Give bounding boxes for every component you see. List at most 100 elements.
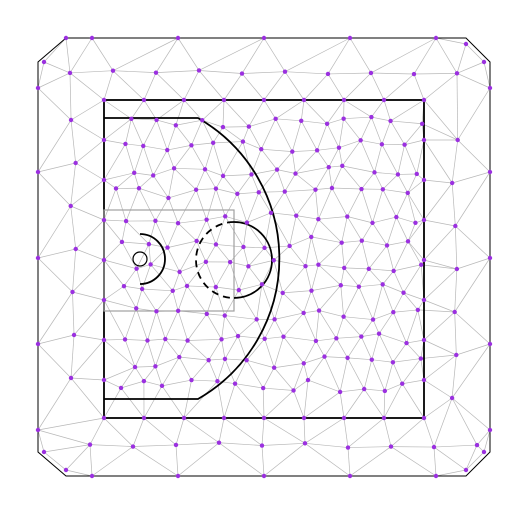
mesh-edge: [275, 118, 302, 122]
mesh-node: [388, 444, 394, 449]
mesh-edge: [73, 334, 105, 341]
mesh-edge: [295, 173, 316, 190]
mesh-node: [400, 381, 405, 386]
mesh-node: [433, 473, 439, 479]
mesh-node: [316, 308, 322, 313]
mesh-edge: [324, 356, 341, 393]
mesh-edge: [205, 244, 217, 263]
mesh-node: [347, 473, 353, 479]
mesh-edge: [336, 336, 362, 339]
mesh-edge: [179, 240, 197, 273]
mesh-node: [287, 243, 292, 249]
mesh-node: [101, 377, 107, 383]
mesh-edge: [241, 73, 265, 101]
mesh-edge: [261, 284, 283, 294]
mesh-edge: [433, 447, 437, 477]
mesh-edge: [451, 182, 456, 227]
mesh-edge: [121, 241, 137, 269]
basket-ring: [132, 251, 148, 267]
mesh-edge: [435, 37, 458, 74]
mesh-node: [141, 143, 146, 149]
mesh-node: [379, 142, 385, 147]
mesh-edge: [218, 417, 225, 443]
mesh-edge: [124, 339, 136, 368]
mesh-edge: [143, 72, 157, 101]
mesh-edge: [303, 417, 306, 444]
mesh-edge: [324, 338, 337, 357]
mesh-node: [175, 220, 181, 226]
mesh-node: [67, 70, 73, 76]
mesh-node: [175, 35, 181, 41]
mesh-edge: [303, 99, 328, 125]
mesh-node: [68, 203, 73, 209]
mesh-edge: [72, 259, 105, 293]
mesh-edge: [248, 99, 265, 127]
mesh-edge: [406, 342, 422, 359]
mesh-edge: [282, 290, 312, 294]
mesh-edge: [229, 246, 244, 263]
mesh-edge: [263, 37, 286, 72]
mesh-edge: [141, 288, 157, 312]
mesh-edge: [89, 444, 134, 447]
mesh-edge: [378, 333, 394, 363]
mesh-edge: [407, 173, 418, 194]
mesh-node: [132, 364, 138, 370]
mesh-edge: [384, 362, 394, 392]
mesh-edge: [328, 165, 343, 168]
mesh-edge: [311, 236, 342, 244]
mesh-node: [345, 214, 350, 219]
mesh-edge: [293, 390, 305, 419]
mesh-edge: [326, 99, 345, 125]
mesh-edge: [407, 219, 425, 242]
mesh-edge: [382, 174, 399, 190]
mesh-node: [449, 180, 455, 186]
mesh-edge: [150, 264, 180, 273]
mesh-edge: [263, 417, 306, 444]
mesh-edge: [454, 268, 458, 313]
mesh-edge: [383, 99, 391, 122]
mesh-edge: [248, 259, 274, 267]
mesh-node: [309, 288, 314, 293]
mesh-node: [244, 358, 249, 363]
mesh-edge: [401, 358, 422, 384]
mesh-node: [341, 116, 346, 121]
mesh-node: [291, 388, 296, 393]
mesh-node: [89, 473, 95, 479]
mesh-node: [185, 338, 190, 343]
mesh-edge: [386, 245, 395, 271]
mesh-edge: [386, 240, 409, 246]
mesh-edge: [275, 99, 305, 120]
mesh-node: [249, 172, 254, 177]
mesh-node: [302, 441, 308, 446]
mesh-edge: [263, 71, 286, 101]
mesh-node: [173, 123, 179, 128]
mesh-edge: [304, 443, 351, 477]
mesh-node: [87, 442, 93, 447]
mesh-node: [184, 283, 190, 289]
mesh-node: [165, 147, 170, 153]
mesh-edge: [341, 240, 362, 244]
mesh-edge: [295, 150, 318, 174]
mesh-edge: [456, 73, 491, 89]
mesh-edge: [37, 417, 105, 431]
mesh-edge: [343, 417, 349, 448]
mesh-node: [215, 378, 220, 384]
mesh-edge: [276, 151, 293, 170]
mesh-edge: [37, 429, 45, 453]
mesh-edge: [143, 380, 163, 387]
mesh-edge: [37, 291, 73, 345]
mesh-node: [101, 217, 107, 223]
mesh-edge: [71, 377, 105, 381]
mesh-node: [68, 375, 74, 381]
mesh-edge: [243, 222, 248, 248]
mesh-node: [421, 177, 427, 183]
mesh-edge: [318, 216, 348, 220]
mesh-edge: [264, 319, 275, 339]
mesh-node: [166, 195, 171, 201]
mesh-node: [63, 467, 69, 473]
mesh-edge: [246, 212, 272, 223]
mesh-edge: [148, 220, 156, 245]
mesh-edge: [183, 99, 203, 121]
mesh-edge: [103, 299, 137, 309]
mesh-edge: [202, 119, 224, 128]
